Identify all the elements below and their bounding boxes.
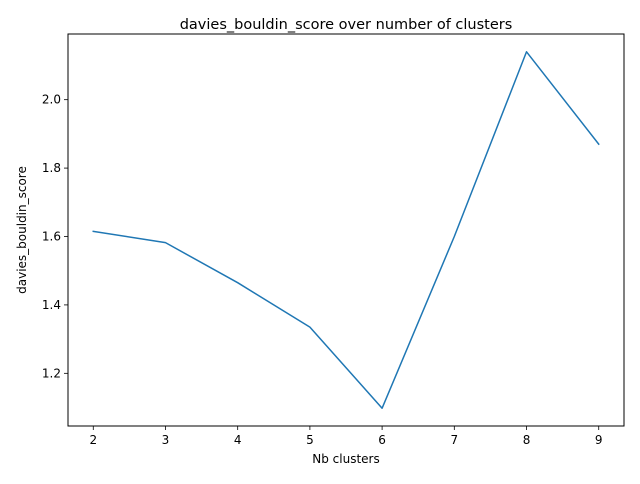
x-tick-label: 7 bbox=[450, 433, 458, 447]
y-tick-label: 2.0 bbox=[42, 93, 61, 107]
x-tick-label: 8 bbox=[523, 433, 531, 447]
y-tick-label: 1.8 bbox=[42, 161, 61, 175]
x-tick-label: 4 bbox=[234, 433, 242, 447]
x-tick-label: 5 bbox=[306, 433, 314, 447]
x-tick-label: 6 bbox=[378, 433, 386, 447]
y-tick-label: 1.6 bbox=[42, 229, 61, 243]
x-tick-label: 3 bbox=[162, 433, 170, 447]
y-axis-label: davies_bouldin_score bbox=[15, 166, 29, 294]
x-tick-label: 9 bbox=[595, 433, 603, 447]
x-axis-label: Nb clusters bbox=[312, 452, 379, 466]
y-tick-label: 1.4 bbox=[42, 298, 61, 312]
chart-title: davies_bouldin_score over number of clus… bbox=[180, 17, 513, 33]
x-tick-label: 2 bbox=[89, 433, 97, 447]
y-tick-label: 1.2 bbox=[42, 366, 61, 380]
